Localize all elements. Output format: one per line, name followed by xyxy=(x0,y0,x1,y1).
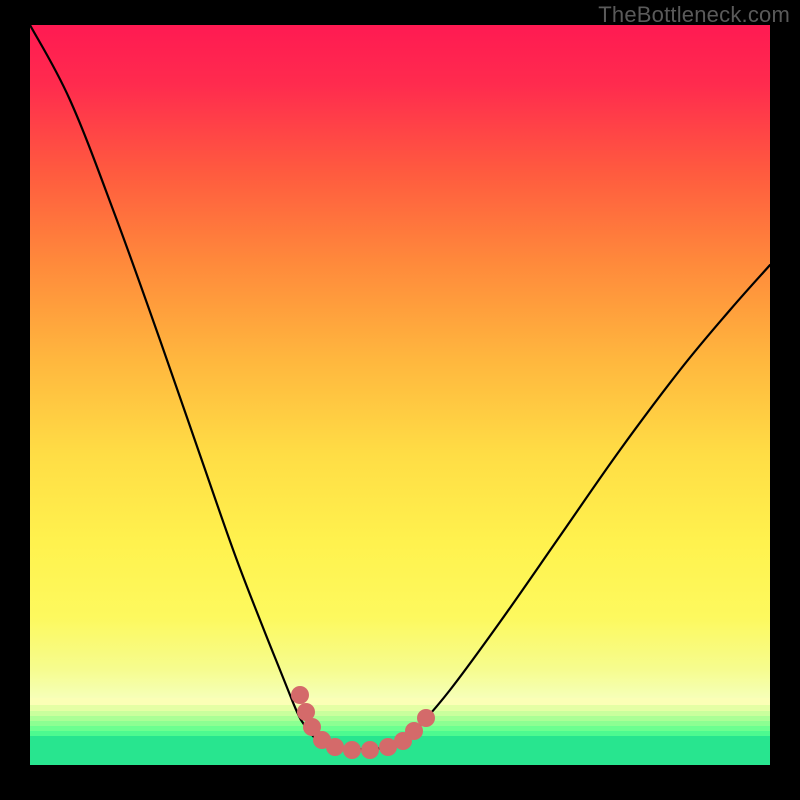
valley-dot-5 xyxy=(343,741,361,759)
curve-layer xyxy=(0,0,800,800)
valley-dots xyxy=(291,686,435,759)
watermark-text: TheBottleneck.com xyxy=(598,2,790,28)
valley-dot-6 xyxy=(361,741,379,759)
valley-dot-0 xyxy=(291,686,309,704)
bottleneck-curve xyxy=(30,25,770,749)
valley-dot-10 xyxy=(417,709,435,727)
valley-dot-4 xyxy=(326,738,344,756)
